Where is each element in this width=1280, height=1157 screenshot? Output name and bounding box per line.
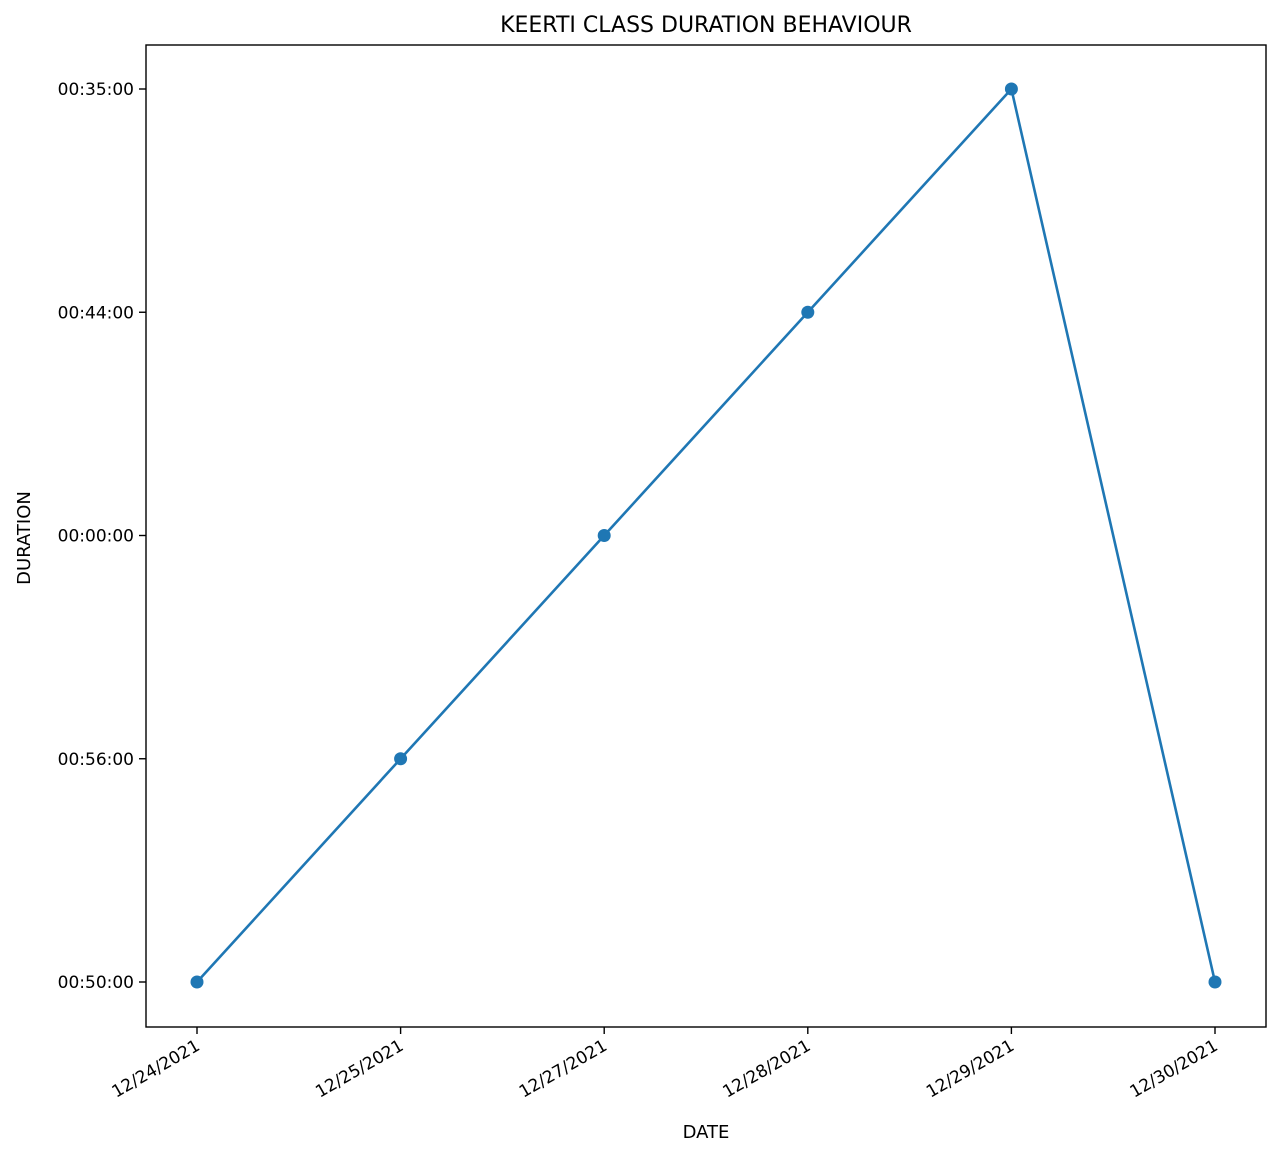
data-point <box>1004 82 1018 96</box>
y-tick-label: 00:00:00 <box>58 527 134 547</box>
data-point <box>801 305 815 319</box>
y-axis: 00:50:00 00:56:00 00:00:00 00:44:00 00:35:00 <box>58 80 146 993</box>
x-axis-label: DATE <box>683 1122 730 1143</box>
x-tick-label: 12/28/2021 <box>719 1036 814 1102</box>
y-tick-label: 00:50:00 <box>58 973 134 993</box>
data-point <box>190 975 204 989</box>
series-layer <box>190 82 1222 989</box>
series-line <box>196 87 1217 983</box>
data-point <box>597 529 611 542</box>
y-tick-label: 00:35:00 <box>58 80 134 100</box>
chart-title: KEERTI CLASS DURATION BEHAVIOUR <box>500 13 912 38</box>
x-tick-label: 12/29/2021 <box>923 1036 1018 1102</box>
x-tick-label: 12/25/2021 <box>312 1036 407 1102</box>
x-tick-label: 12/30/2021 <box>1127 1036 1222 1102</box>
plot-frame <box>145 44 1267 1028</box>
data-point <box>1208 975 1222 989</box>
y-tick-label: 00:56:00 <box>58 750 134 770</box>
x-tick-label: 12/27/2021 <box>516 1036 611 1102</box>
x-axis: 12/24/2021 12/25/2021 12/27/2021 12/28/2021… <box>109 1027 1222 1102</box>
x-tick-label: 12/24/2021 <box>109 1036 204 1102</box>
y-axis-label: DURATION <box>14 491 35 585</box>
data-point <box>394 752 408 766</box>
y-tick-label: 00:44:00 <box>58 303 134 323</box>
